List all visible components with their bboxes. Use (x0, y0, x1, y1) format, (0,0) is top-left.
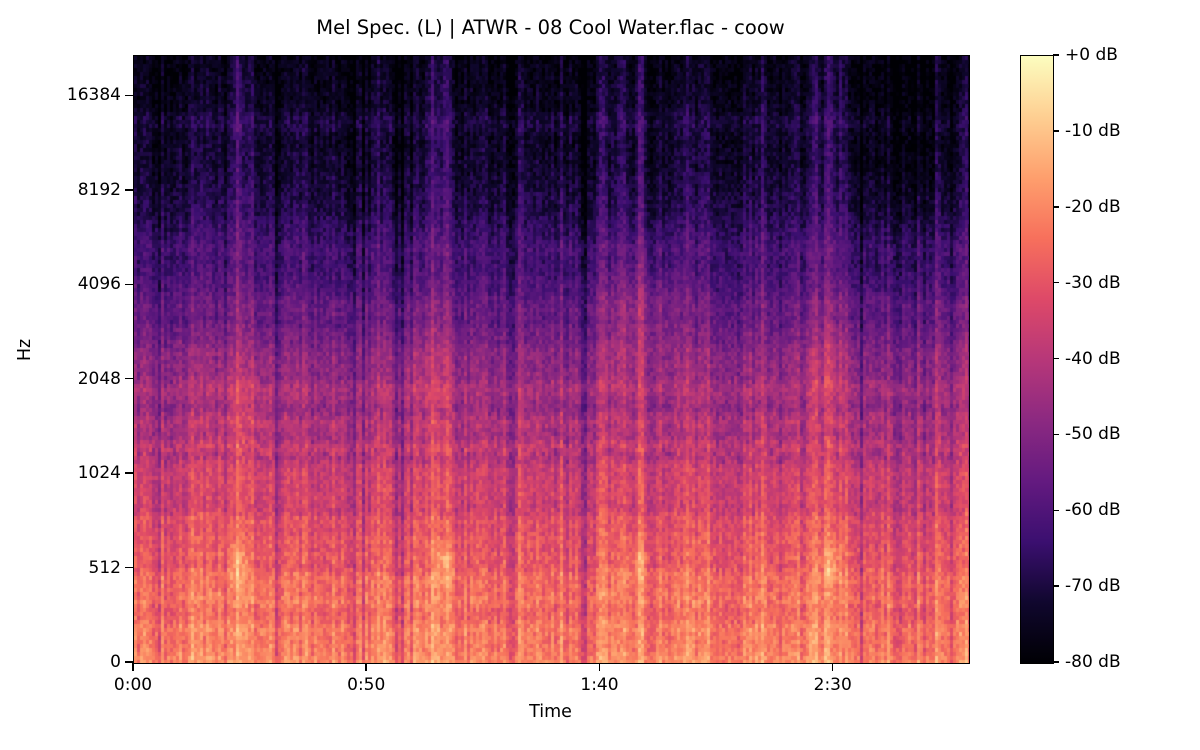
y-tick-label: 4096 (77, 274, 121, 295)
x-tick-label: 0:50 (347, 675, 386, 695)
colorbar-tick-label: +0 dB (1065, 45, 1118, 65)
y-axis-label: Hz (15, 338, 36, 362)
tick-mark (1053, 509, 1060, 511)
colorbar-tick-label: -40 dB (1065, 348, 1121, 369)
tick-mark (1053, 54, 1060, 56)
tick-mark (125, 566, 133, 569)
y-tick-label: 1024 (77, 463, 121, 484)
colorbar (1020, 55, 1054, 664)
colorbar-gradient (1021, 56, 1053, 663)
tick-mark (1053, 433, 1060, 436)
colorbar-tick-label: -60 dB (1065, 500, 1121, 521)
x-axis-label: Time (529, 702, 572, 722)
tick-mark (125, 377, 133, 380)
tick-mark (125, 472, 133, 474)
tick-mark (125, 189, 133, 191)
tick-mark (1053, 206, 1060, 208)
colorbar-tick-label: -10 dB (1065, 120, 1121, 141)
tick-mark (831, 663, 834, 672)
tick-mark (598, 663, 601, 672)
tick-mark (1053, 661, 1060, 663)
tick-mark (125, 661, 133, 663)
colorbar-tick-label: -30 dB (1065, 272, 1121, 293)
colorbar-tick-label: -20 dB (1065, 196, 1121, 217)
y-tick-label: 512 (88, 557, 121, 578)
x-tick-label: 0:00 (113, 675, 153, 695)
tick-mark (1053, 281, 1060, 284)
tick-mark (1053, 585, 1060, 587)
tick-mark (125, 94, 133, 97)
tick-mark (365, 663, 367, 672)
spectrogram-canvas (134, 56, 969, 663)
colorbar-tick-label: -50 dB (1065, 424, 1121, 445)
y-tick-label: 0 (110, 652, 121, 672)
x-tick-label: 2:30 (813, 675, 852, 695)
colorbar-tick-label: -70 dB (1065, 576, 1121, 597)
chart-title: Mel Spec. (L) | ATWR - 08 Cool Water.fla… (316, 16, 785, 39)
y-tick-label: 8192 (77, 179, 121, 200)
x-tick-label: 1:40 (580, 675, 619, 695)
tick-mark (1053, 357, 1060, 360)
tick-mark (125, 283, 133, 286)
y-tick-label: 16384 (66, 85, 121, 106)
tick-mark (132, 663, 134, 672)
spectrogram-plot (133, 55, 970, 664)
y-tick-label: 2048 (77, 368, 121, 389)
colorbar-tick-label: -80 dB (1065, 652, 1121, 672)
tick-mark (1053, 130, 1060, 132)
